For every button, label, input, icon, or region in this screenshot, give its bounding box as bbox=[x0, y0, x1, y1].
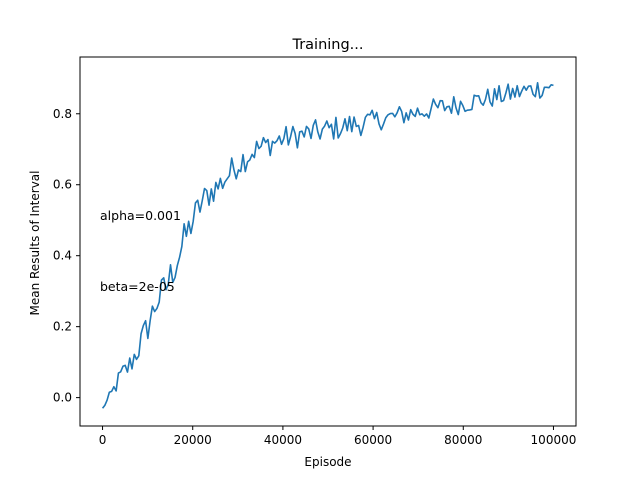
y-tick-label: 0.6 bbox=[53, 178, 72, 192]
y-tick-label: 0.8 bbox=[53, 107, 72, 121]
x-tick-label: 40000 bbox=[264, 433, 302, 447]
plot-frame bbox=[79, 56, 577, 427]
y-tick-label: 0.0 bbox=[53, 391, 72, 405]
y-axis-ticks: 0.0 0.2 0.4 0.6 0.8 bbox=[53, 107, 80, 405]
x-axis-ticks: 0 20000 40000 60000 80000 100000 bbox=[99, 426, 577, 447]
annotation-beta: beta=2e-05 bbox=[100, 279, 175, 294]
series-line bbox=[101, 81, 554, 409]
annotation-alpha: alpha=0.001 bbox=[100, 208, 181, 223]
plot-area bbox=[101, 81, 554, 409]
x-tick-label: 80000 bbox=[444, 433, 482, 447]
x-tick-label: 0 bbox=[99, 433, 107, 447]
x-axis-label: Episode bbox=[304, 455, 351, 469]
x-tick-label: 60000 bbox=[354, 433, 392, 447]
y-axis-label: Mean Results of Interval bbox=[28, 171, 42, 316]
x-tick-label: 100000 bbox=[531, 433, 577, 447]
y-tick-label: 0.2 bbox=[53, 320, 72, 334]
y-tick-label: 0.4 bbox=[53, 249, 72, 263]
chart-title: Training... bbox=[291, 37, 363, 53]
x-tick-label: 20000 bbox=[174, 433, 212, 447]
